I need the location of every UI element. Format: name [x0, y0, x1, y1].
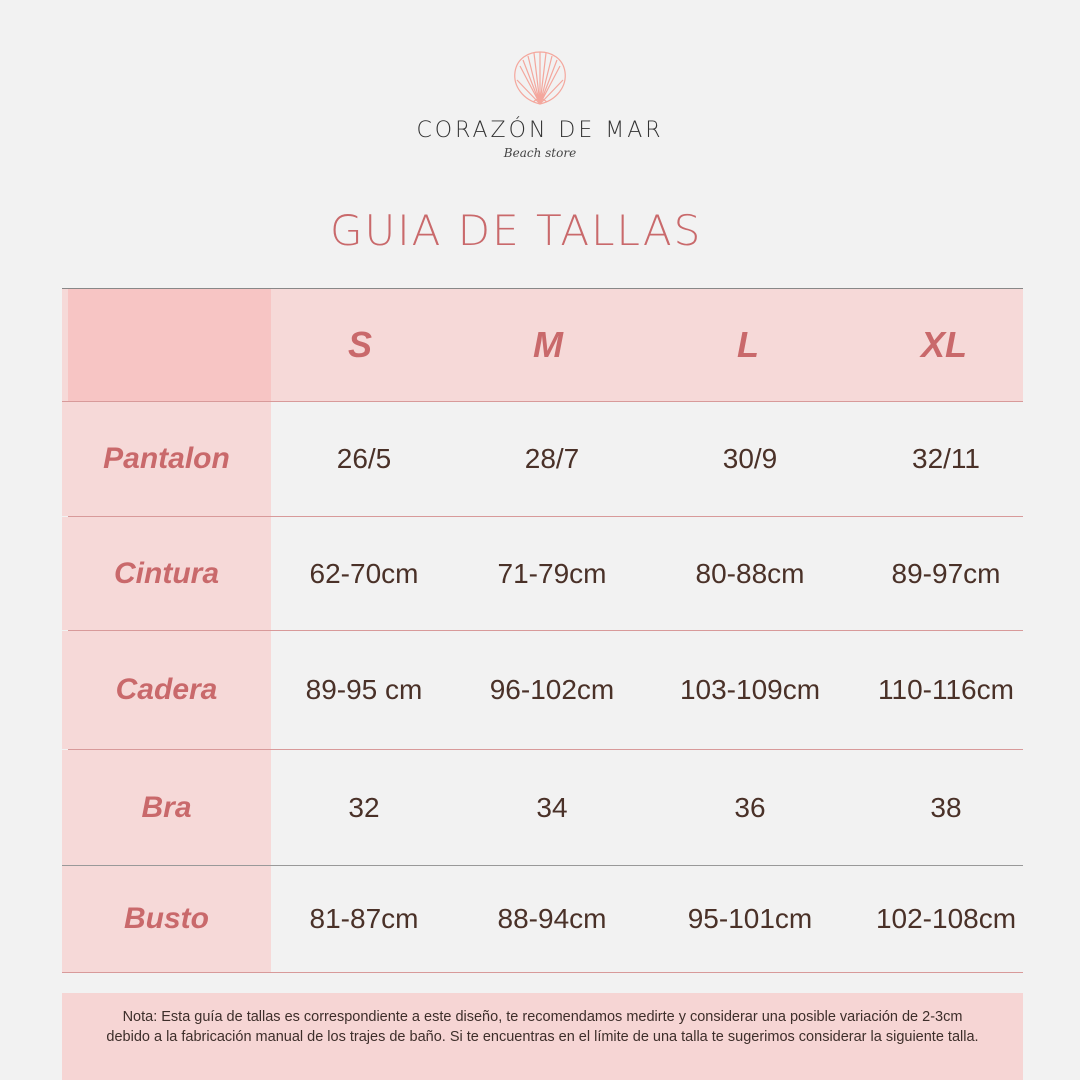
- table-cell: 110-116cm: [878, 674, 1014, 705]
- row-label: Cintura: [62, 517, 271, 630]
- table-cell: 102-108cm: [875, 903, 1017, 934]
- table-cell: 89-95 cm: [305, 674, 423, 705]
- table-cell: 96-102cm: [489, 674, 615, 705]
- table-cell: 80-88cm: [695, 557, 805, 589]
- page-title: GUIA DE TALLAS: [330, 206, 703, 255]
- size-s: S: [347, 324, 372, 365]
- brand-name: CORAZÓN DE MAR: [416, 118, 664, 143]
- size-l: L: [737, 324, 759, 365]
- table-cell: 26/5: [336, 443, 392, 474]
- table-cell: 30/9: [722, 443, 778, 474]
- table-row: Cadera 89-95 cm 96-102cm 103-109cm 110-1…: [62, 631, 1023, 749]
- seashell-icon: [514, 51, 566, 105]
- row-label: Pantalon: [62, 402, 271, 516]
- row-label: Busto: [62, 866, 271, 972]
- header-corner: [68, 289, 271, 401]
- size-m: M: [533, 324, 563, 365]
- row-label: Cadera: [62, 631, 271, 749]
- table-row: Bra 32 34 36 38: [62, 750, 1023, 865]
- table-cell: 81-87cm: [309, 903, 419, 934]
- size-xl: XL: [920, 324, 967, 365]
- table-row: Cintura 62-70cm 71-79cm 80-88cm 89-97cm: [62, 517, 1023, 630]
- size-note: Nota: Esta guía de tallas es correspondi…: [62, 993, 1023, 1080]
- table-cell: 88-94cm: [497, 903, 607, 934]
- row-label: Bra: [62, 750, 271, 865]
- logo: [0, 50, 1080, 111]
- table-cell: 32: [348, 791, 380, 823]
- table-cell: 28/7: [524, 443, 580, 474]
- table-row: Busto 81-87cm 88-94cm 95-101cm 102-108cm: [62, 866, 1023, 972]
- table-cell: 95-101cm: [687, 903, 813, 934]
- table-cell: 89-97cm: [891, 557, 1001, 589]
- table-cell: 71-79cm: [497, 557, 607, 589]
- table-cell: 32/11: [912, 443, 980, 474]
- table-cell: 38: [930, 791, 962, 823]
- table-cell: 103-109cm: [679, 674, 821, 705]
- table-cell: 36: [734, 791, 766, 823]
- brand-tagline: Beach store: [503, 146, 577, 160]
- table-header-row: S M L XL: [62, 289, 1023, 401]
- table-row: Pantalon 26/5 28/7 30/9 32/11: [62, 402, 1023, 516]
- table-cell: 62-70cm: [309, 557, 419, 589]
- table-cell: 34: [536, 791, 568, 823]
